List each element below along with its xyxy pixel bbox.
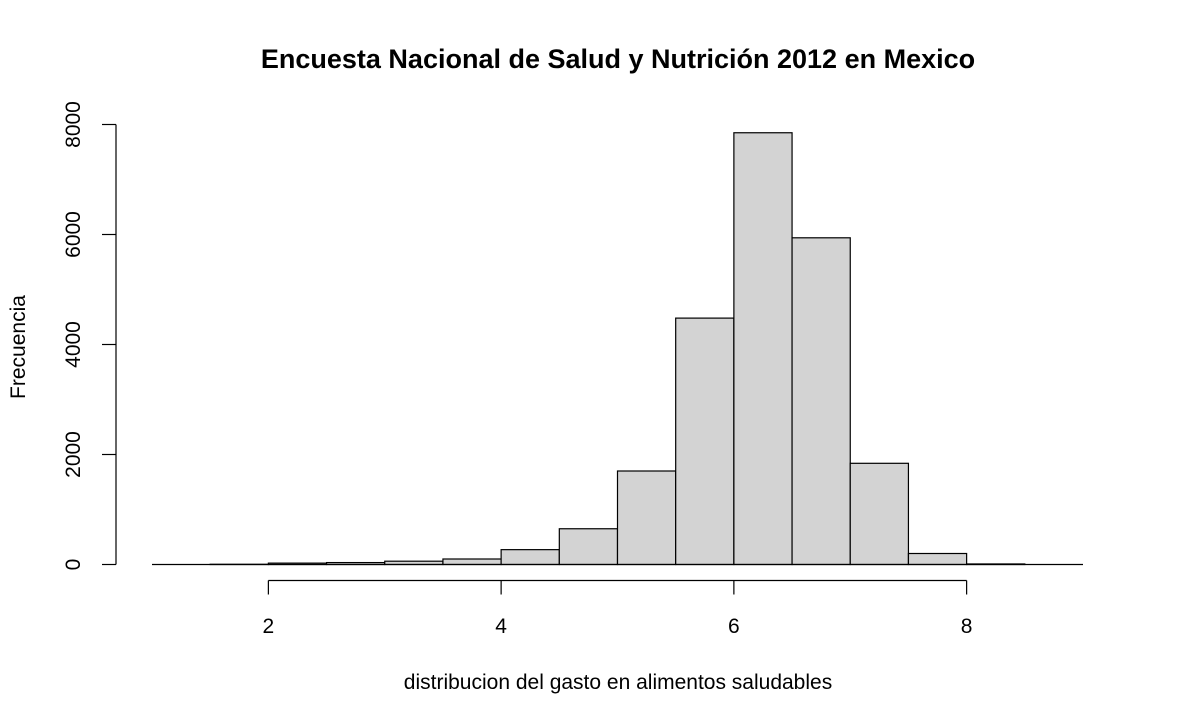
chart-title: Encuesta Nacional de Salud y Nutrición 2… <box>261 44 975 74</box>
bars-group <box>209 132 1026 566</box>
x-tick-label: 6 <box>728 615 740 638</box>
histogram-bar <box>442 558 502 566</box>
histogram-bar <box>675 317 735 566</box>
x-axis: 2 4 6 8 <box>263 579 973 638</box>
x-tick-label: 8 <box>961 615 973 638</box>
x-tick-label: 4 <box>495 615 507 638</box>
histogram-bar <box>791 237 851 566</box>
y-tick-label: 4000 <box>62 321 85 368</box>
x-axis-title: distribucion del gasto en alimentos salu… <box>404 671 832 694</box>
histogram-bar <box>500 549 560 566</box>
histogram-bar <box>733 132 793 566</box>
histogram-bar <box>849 462 910 566</box>
y-tick-label: 2000 <box>62 431 85 478</box>
x-tick-label: 2 <box>263 615 275 638</box>
histogram-bar <box>558 528 619 566</box>
y-tick-label: 0 <box>62 559 85 571</box>
histogram-bar <box>616 470 677 566</box>
y-axis: 0 2000 4000 6000 8000 <box>62 101 117 571</box>
y-tick-label: 6000 <box>62 211 85 258</box>
y-axis-title: Frecuencia <box>7 295 30 399</box>
y-tick-label: 8000 <box>62 101 85 148</box>
histogram-bar <box>907 552 968 566</box>
